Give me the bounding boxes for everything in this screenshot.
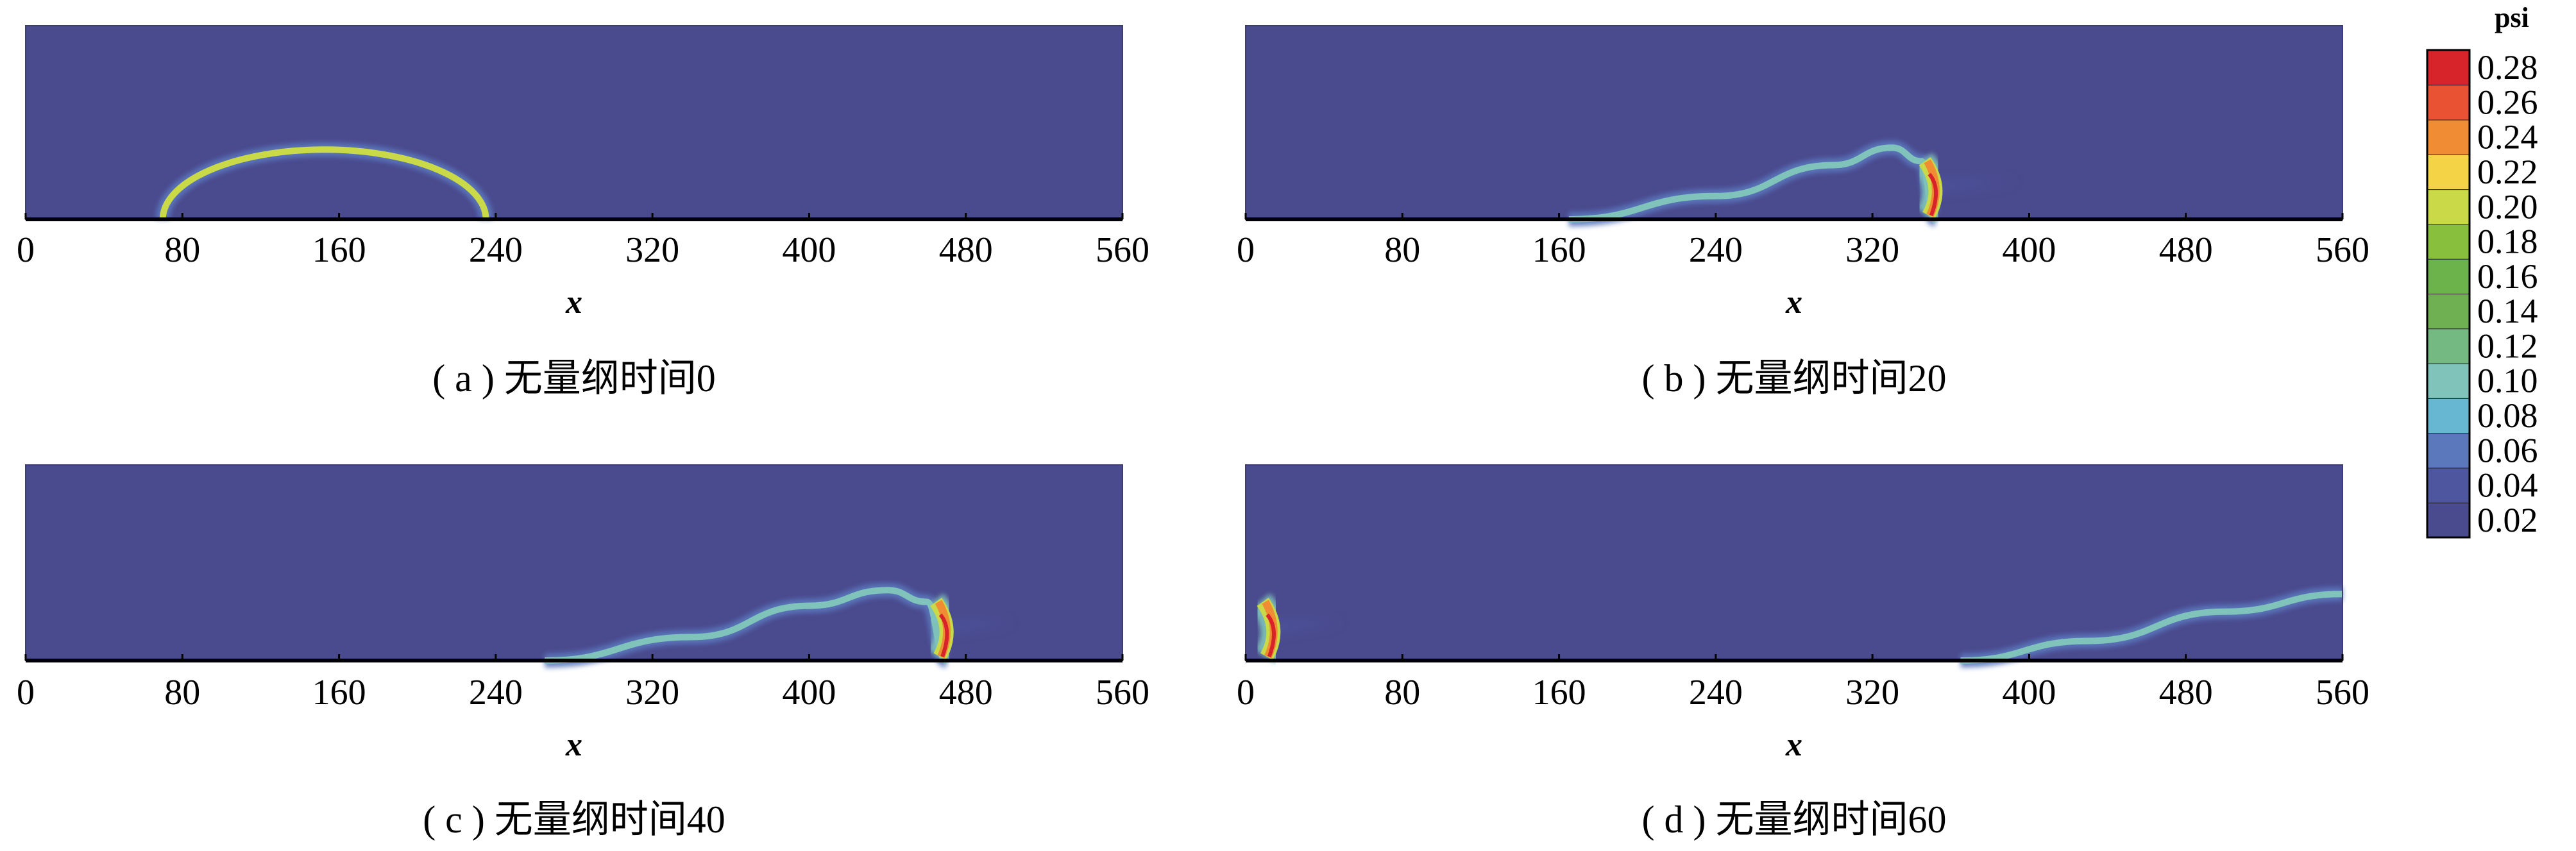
interface-line: [1568, 144, 1938, 223]
x-tick-label: 240: [1689, 230, 1743, 270]
focus-peak: [938, 613, 949, 657]
x-axis-label: x: [565, 727, 582, 763]
x-tick-label: 0: [1237, 230, 1255, 270]
x-tick-label: 80: [164, 673, 200, 712]
focus-tail: [1931, 180, 2020, 192]
focus-tail: [1269, 621, 1344, 634]
x-tick-label: 240: [1689, 673, 1743, 712]
colorbar-label: 0.24: [2477, 118, 2538, 156]
colorbar-swatch: [2427, 398, 2470, 434]
field-background: [1246, 26, 2343, 219]
x-tick-label: 400: [782, 230, 836, 270]
x-tick-label: 480: [2159, 230, 2213, 270]
colorbar-labels: 0.020.040.060.080.100.120.140.160.180.20…: [2477, 48, 2538, 539]
x-tick-label: 480: [939, 230, 993, 270]
x-tick-label: 80: [164, 230, 200, 270]
colorbar-swatch: [2427, 84, 2470, 121]
panel-d: 0 80 160 240 320 400 480 560 x ( d ) 无量纲时间60: [1237, 464, 2369, 841]
colorbar-swatch: [2427, 119, 2470, 155]
colorbar-label: 0.02: [2477, 501, 2538, 539]
colorbar-swatch: [2427, 49, 2470, 86]
colorbar: psi 0.020.040.060.080.100.120.140.160.18…: [2426, 2, 2538, 539]
x-tick-label: 560: [2316, 230, 2369, 270]
colorbar-swatch: [2427, 154, 2470, 190]
x-tick-label: 480: [939, 673, 993, 712]
x-axis-label: x: [1785, 727, 1802, 763]
colorbar-swatch: [2427, 502, 2470, 539]
x-tick-label: 240: [469, 230, 523, 270]
colorbar-swatch: [2427, 189, 2470, 225]
field-background: [26, 26, 1123, 219]
x-tick-label: 560: [1096, 673, 1149, 712]
x-tick-label: 240: [469, 673, 523, 712]
colorbar-frame: [2426, 49, 2471, 539]
x-tick-label: 160: [312, 230, 366, 270]
panel-caption: ( d ) 无量纲时间60: [1642, 798, 1947, 841]
interface-line: [1960, 591, 2343, 664]
panel-caption: ( b ) 无量纲时间20: [1642, 357, 1947, 400]
x-tick-label: 400: [2002, 673, 2056, 712]
focus-tail: [942, 621, 1015, 634]
x-tick-label: 320: [1845, 673, 1899, 712]
x-tick-label: 400: [2002, 230, 2056, 270]
colorbar-label: 0.22: [2477, 153, 2538, 191]
colorbar-label: 0.08: [2477, 396, 2538, 435]
colorbar-label: 0.20: [2477, 187, 2538, 226]
colorbar-swatch: [2427, 432, 2470, 469]
field-background: [1246, 465, 2343, 661]
x-axis-label: x: [1785, 284, 1802, 321]
x-tick-label: 80: [1384, 230, 1420, 270]
x-tick-label: 0: [1237, 673, 1255, 712]
focus-peak: [1928, 173, 1938, 217]
x-tick-label: 80: [1384, 673, 1420, 712]
x-tick-label: 480: [2159, 673, 2213, 712]
colorbar-swatch: [2427, 258, 2470, 295]
x-tick-label: 160: [1532, 673, 1586, 712]
colorbar-label: 0.18: [2477, 223, 2538, 261]
panel-c: 0 80 160 240 320 400 480 560 x ( c ) 无量纲时间40: [17, 464, 1149, 841]
interface-core: [161, 147, 488, 220]
colorbar-label: 0.16: [2477, 257, 2538, 296]
panel-caption: ( a ) 无量纲时间0: [432, 357, 716, 400]
panel-caption: ( c ) 无量纲时间40: [423, 798, 725, 841]
colorbar-swatch: [2427, 328, 2470, 364]
colorbar-label: 0.14: [2477, 292, 2538, 330]
x-tick-label: 0: [17, 230, 35, 270]
colorbar-swatch: [2427, 363, 2470, 399]
colorbar-label: 0.12: [2477, 326, 2538, 365]
x-tick-label: 560: [2316, 673, 2369, 712]
panel-a: 0 80 160 240 320 400 480 560 x ( a ) 无量纲时间0: [17, 25, 1149, 400]
interface-line: [545, 587, 948, 664]
x-tick-label: 560: [1096, 230, 1149, 270]
colorbar-swatch: [2427, 223, 2470, 260]
colorbar-title: psi: [2495, 2, 2529, 33]
x-tick-label: 400: [782, 673, 836, 712]
colorbar-label: 0.26: [2477, 83, 2538, 121]
colorbar-label: 0.04: [2477, 466, 2538, 505]
x-tick-label: 320: [625, 673, 679, 712]
colorbar-swatches: [2426, 49, 2471, 539]
panel-b: 0 80 160 240 320 400 480 560 x ( b ) 无量纲时间20: [1237, 25, 2369, 400]
x-tick-label: 320: [1845, 230, 1899, 270]
x-tick-label: 0: [17, 673, 35, 712]
colorbar-label: 0.06: [2477, 431, 2538, 469]
colorbar-label: 0.10: [2477, 362, 2538, 400]
x-tick-label: 160: [312, 673, 366, 712]
focus-peak: [1266, 613, 1276, 657]
colorbar-swatch: [2427, 467, 2470, 503]
colorbar-swatch: [2427, 293, 2470, 330]
x-tick-label: 320: [625, 230, 679, 270]
x-axis-label: x: [565, 284, 582, 321]
colorbar-label: 0.28: [2477, 48, 2538, 87]
x-tick-label: 160: [1532, 230, 1586, 270]
